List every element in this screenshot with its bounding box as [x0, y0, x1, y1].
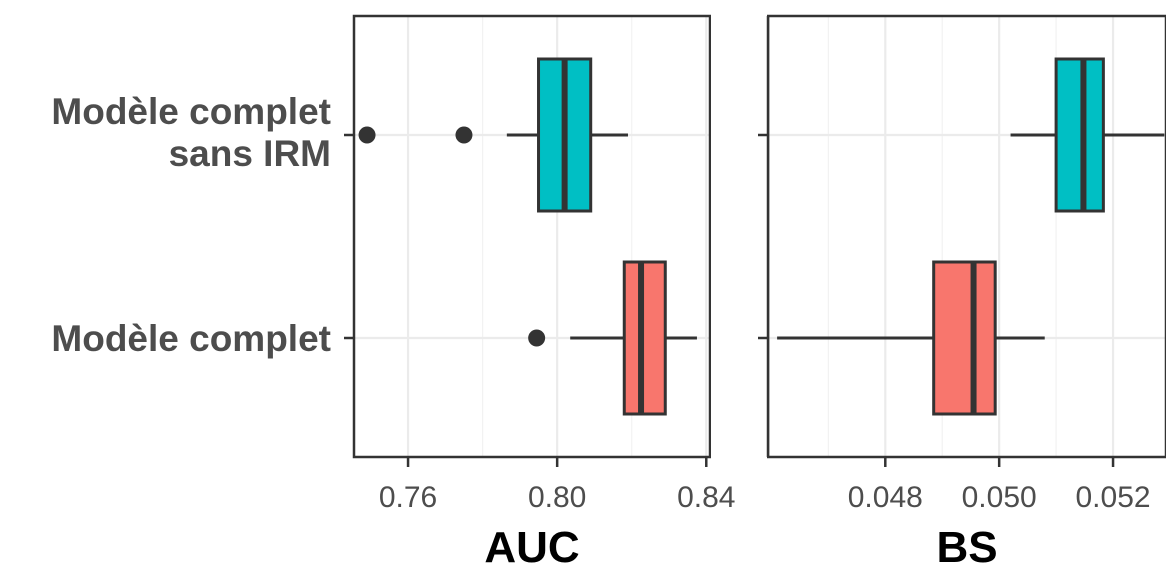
outlier-point [455, 126, 473, 144]
box-bs-1 [777, 260, 1045, 416]
panel-auc: 0.76 0.80 0.84 AUC [344, 14, 735, 566]
box-iqr [622, 260, 667, 416]
x-tick-label: 0.050 [962, 481, 1037, 514]
category-label-line: Modèle complet [51, 91, 331, 132]
box-auc-0 [358, 57, 628, 213]
panel-bs: 0.048 0.050 0.052 BS [758, 14, 1166, 566]
box-bs-0 [1010, 57, 1165, 213]
x-tick-label: 0.76 [379, 481, 437, 514]
box-iqr [1054, 57, 1105, 213]
category-label-0: Modèle complet sans IRM [51, 91, 331, 174]
x-tick-label: 0.052 [1076, 481, 1151, 514]
x-tick-label: 0.84 [677, 481, 735, 514]
category-label-line: Modèle complet [51, 318, 331, 359]
panel-gap [711, 0, 767, 470]
panel-border [352, 14, 712, 459]
x-tick-label: 0.048 [848, 481, 923, 514]
x-axis-title: AUC [484, 523, 579, 566]
category-label-line: sans IRM [169, 133, 331, 174]
x-axis-title: BS [936, 523, 997, 566]
box-auc-1 [528, 260, 697, 416]
category-label-1: Modèle complet [51, 318, 331, 359]
outlier-point [528, 329, 546, 347]
box-iqr [932, 260, 997, 416]
outlier-point [358, 126, 376, 144]
x-tick-label: 0.80 [528, 481, 586, 514]
